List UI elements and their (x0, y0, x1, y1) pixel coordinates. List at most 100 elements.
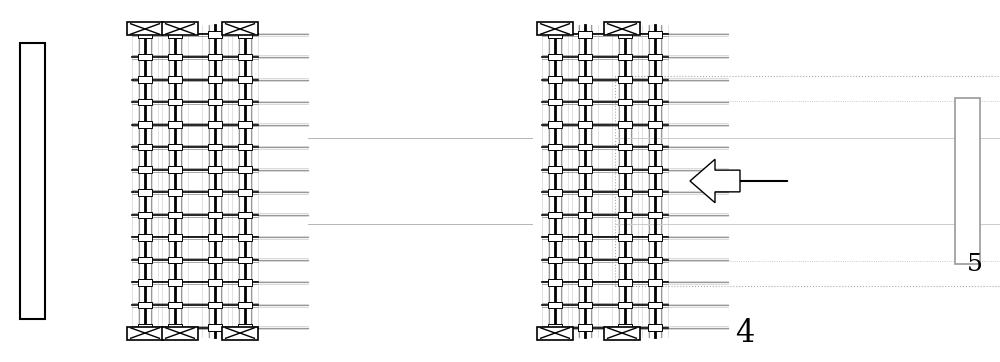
Bar (578, 99, 592, 105)
Bar (208, 76, 222, 83)
Bar (208, 234, 222, 241)
Bar (618, 76, 632, 83)
Text: 5: 5 (967, 253, 983, 276)
Bar (168, 99, 182, 105)
Bar (208, 99, 222, 105)
Bar (222, 22, 258, 35)
Bar (238, 189, 252, 195)
Bar (618, 167, 632, 173)
Bar (648, 302, 662, 308)
Bar (548, 121, 562, 128)
Bar (578, 279, 592, 286)
Bar (168, 324, 182, 331)
Bar (648, 234, 662, 241)
Bar (548, 99, 562, 105)
Bar (618, 144, 632, 151)
Bar (138, 31, 152, 38)
Bar (138, 167, 152, 173)
Bar (168, 76, 182, 83)
Bar (238, 54, 252, 60)
Bar (548, 31, 562, 38)
Bar (168, 257, 182, 263)
Bar (168, 189, 182, 195)
Bar (238, 76, 252, 83)
Bar (618, 257, 632, 263)
Bar (138, 54, 152, 60)
Bar (578, 189, 592, 195)
Bar (548, 302, 562, 308)
Bar (138, 189, 152, 195)
Bar (578, 324, 592, 331)
Bar (138, 257, 152, 263)
Bar (955, 98, 980, 264)
Bar (618, 279, 632, 286)
Bar (208, 167, 222, 173)
Bar (648, 167, 662, 173)
Bar (162, 327, 198, 340)
Bar (208, 279, 222, 286)
Bar (208, 189, 222, 195)
Bar (618, 121, 632, 128)
Bar (537, 22, 573, 35)
Bar (238, 257, 252, 263)
Bar (618, 54, 632, 60)
Bar (548, 167, 562, 173)
Bar (168, 121, 182, 128)
Bar (127, 22, 163, 35)
Bar (578, 54, 592, 60)
Bar (578, 234, 592, 241)
Bar (208, 31, 222, 38)
Bar (648, 257, 662, 263)
Bar (615, 76, 1000, 286)
Bar (648, 54, 662, 60)
Bar (578, 302, 592, 308)
Bar (168, 279, 182, 286)
Bar (238, 324, 252, 331)
Bar (537, 327, 573, 340)
Bar (208, 211, 222, 218)
Bar (168, 31, 182, 38)
Bar (238, 167, 252, 173)
Bar (138, 121, 152, 128)
Bar (578, 76, 592, 83)
Bar (168, 167, 182, 173)
Bar (238, 121, 252, 128)
Bar (138, 99, 152, 105)
Bar (208, 302, 222, 308)
Bar (138, 324, 152, 331)
Bar (648, 324, 662, 331)
Bar (168, 54, 182, 60)
Bar (618, 234, 632, 241)
Bar (548, 324, 562, 331)
Bar (604, 327, 640, 340)
Text: 4: 4 (735, 317, 755, 349)
Bar (208, 257, 222, 263)
Bar (548, 144, 562, 151)
Bar (548, 54, 562, 60)
Bar (208, 121, 222, 128)
Bar (238, 234, 252, 241)
Bar (578, 121, 592, 128)
Bar (648, 144, 662, 151)
Bar (127, 327, 163, 340)
Bar (648, 279, 662, 286)
Bar (238, 99, 252, 105)
Bar (138, 76, 152, 83)
Bar (618, 31, 632, 38)
Bar (168, 234, 182, 241)
Polygon shape (690, 159, 740, 203)
Bar (618, 302, 632, 308)
Bar (238, 302, 252, 308)
Bar (578, 31, 592, 38)
Bar (578, 211, 592, 218)
Bar (238, 279, 252, 286)
Bar (648, 99, 662, 105)
Bar (648, 76, 662, 83)
Bar (138, 279, 152, 286)
Bar (648, 31, 662, 38)
Bar (604, 22, 640, 35)
Bar (208, 324, 222, 331)
Bar (20, 43, 45, 319)
Bar (222, 327, 258, 340)
Bar (648, 121, 662, 128)
